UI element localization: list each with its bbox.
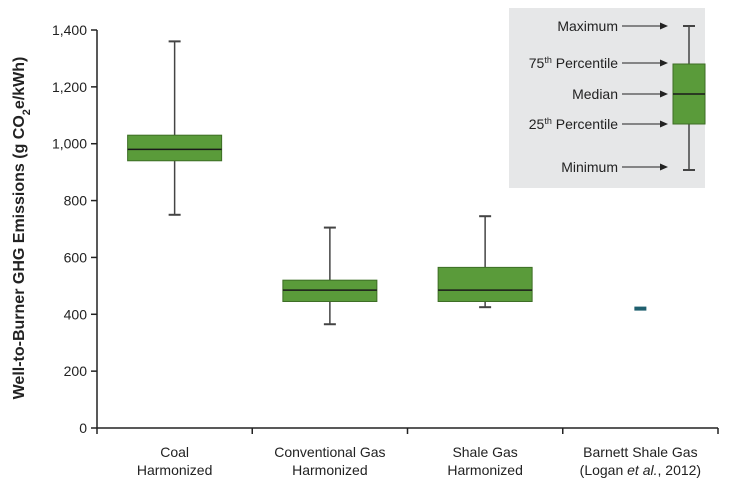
- y-tick-label: 1,000: [52, 136, 87, 152]
- category-0-box: [127, 40, 223, 216]
- category-label-line2: Harmonized: [447, 462, 522, 478]
- barnett-point-marker: [634, 306, 647, 311]
- category-label-line2: (Logan et al., 2012): [580, 462, 701, 478]
- category-label-line2: Harmonized: [137, 462, 212, 478]
- legend-box: [672, 25, 706, 171]
- y-tick-label: 800: [64, 193, 88, 209]
- y-tick-label: 0: [79, 420, 87, 436]
- category-2-iqr-box: [437, 266, 533, 302]
- category-label-line1: Shale Gas: [452, 444, 517, 460]
- y-ticks: 0 200 400 600 800 1,000 1,200 1,400: [52, 22, 97, 436]
- category-label-line1: Conventional Gas: [274, 444, 385, 460]
- legend-p75-label: 75th Percentile: [529, 55, 618, 71]
- y-tick-label: 400: [64, 306, 88, 322]
- y-tick-label: 1,400: [52, 22, 87, 38]
- legend-minimum-label: Minimum: [561, 159, 618, 175]
- legend-arrows: [622, 22, 668, 171]
- legend-background: [509, 8, 705, 188]
- y-axis-label: Well-to-Burner GHG Emissions (g CO2e/kWh…: [11, 57, 33, 400]
- legend-arrow-head: [660, 59, 668, 67]
- legend-arrow-head: [660, 90, 668, 98]
- category-label-line1: Barnett Shale Gas: [583, 444, 697, 460]
- legend-median-label: Median: [572, 86, 618, 102]
- legend-arrow-head: [660, 163, 668, 171]
- category-1-box: [282, 226, 378, 326]
- category-label-line2: Harmonized: [292, 462, 367, 478]
- category-0-iqr-box: [127, 134, 223, 162]
- legend-p25-label: 25th Percentile: [529, 116, 618, 132]
- y-tick-label: 1,200: [52, 79, 87, 95]
- category-labels: Coal Harmonized Conventional Gas Harmonized…: [137, 444, 701, 478]
- x-ticks: [96, 428, 719, 434]
- legend-arrow-head: [660, 22, 668, 30]
- y-tick-label: 600: [64, 249, 88, 265]
- legend-maximum-label: Maximum: [557, 18, 618, 34]
- category-label-line1: Coal: [160, 444, 189, 460]
- legend: Maximum 75th Percentile Median 25th Perc…: [509, 8, 706, 188]
- y-tick-label: 200: [64, 363, 88, 379]
- category-2-box: [437, 215, 533, 309]
- boxes: [127, 40, 647, 326]
- legend-sample-box: [672, 25, 706, 171]
- legend-arrow-head: [660, 120, 668, 128]
